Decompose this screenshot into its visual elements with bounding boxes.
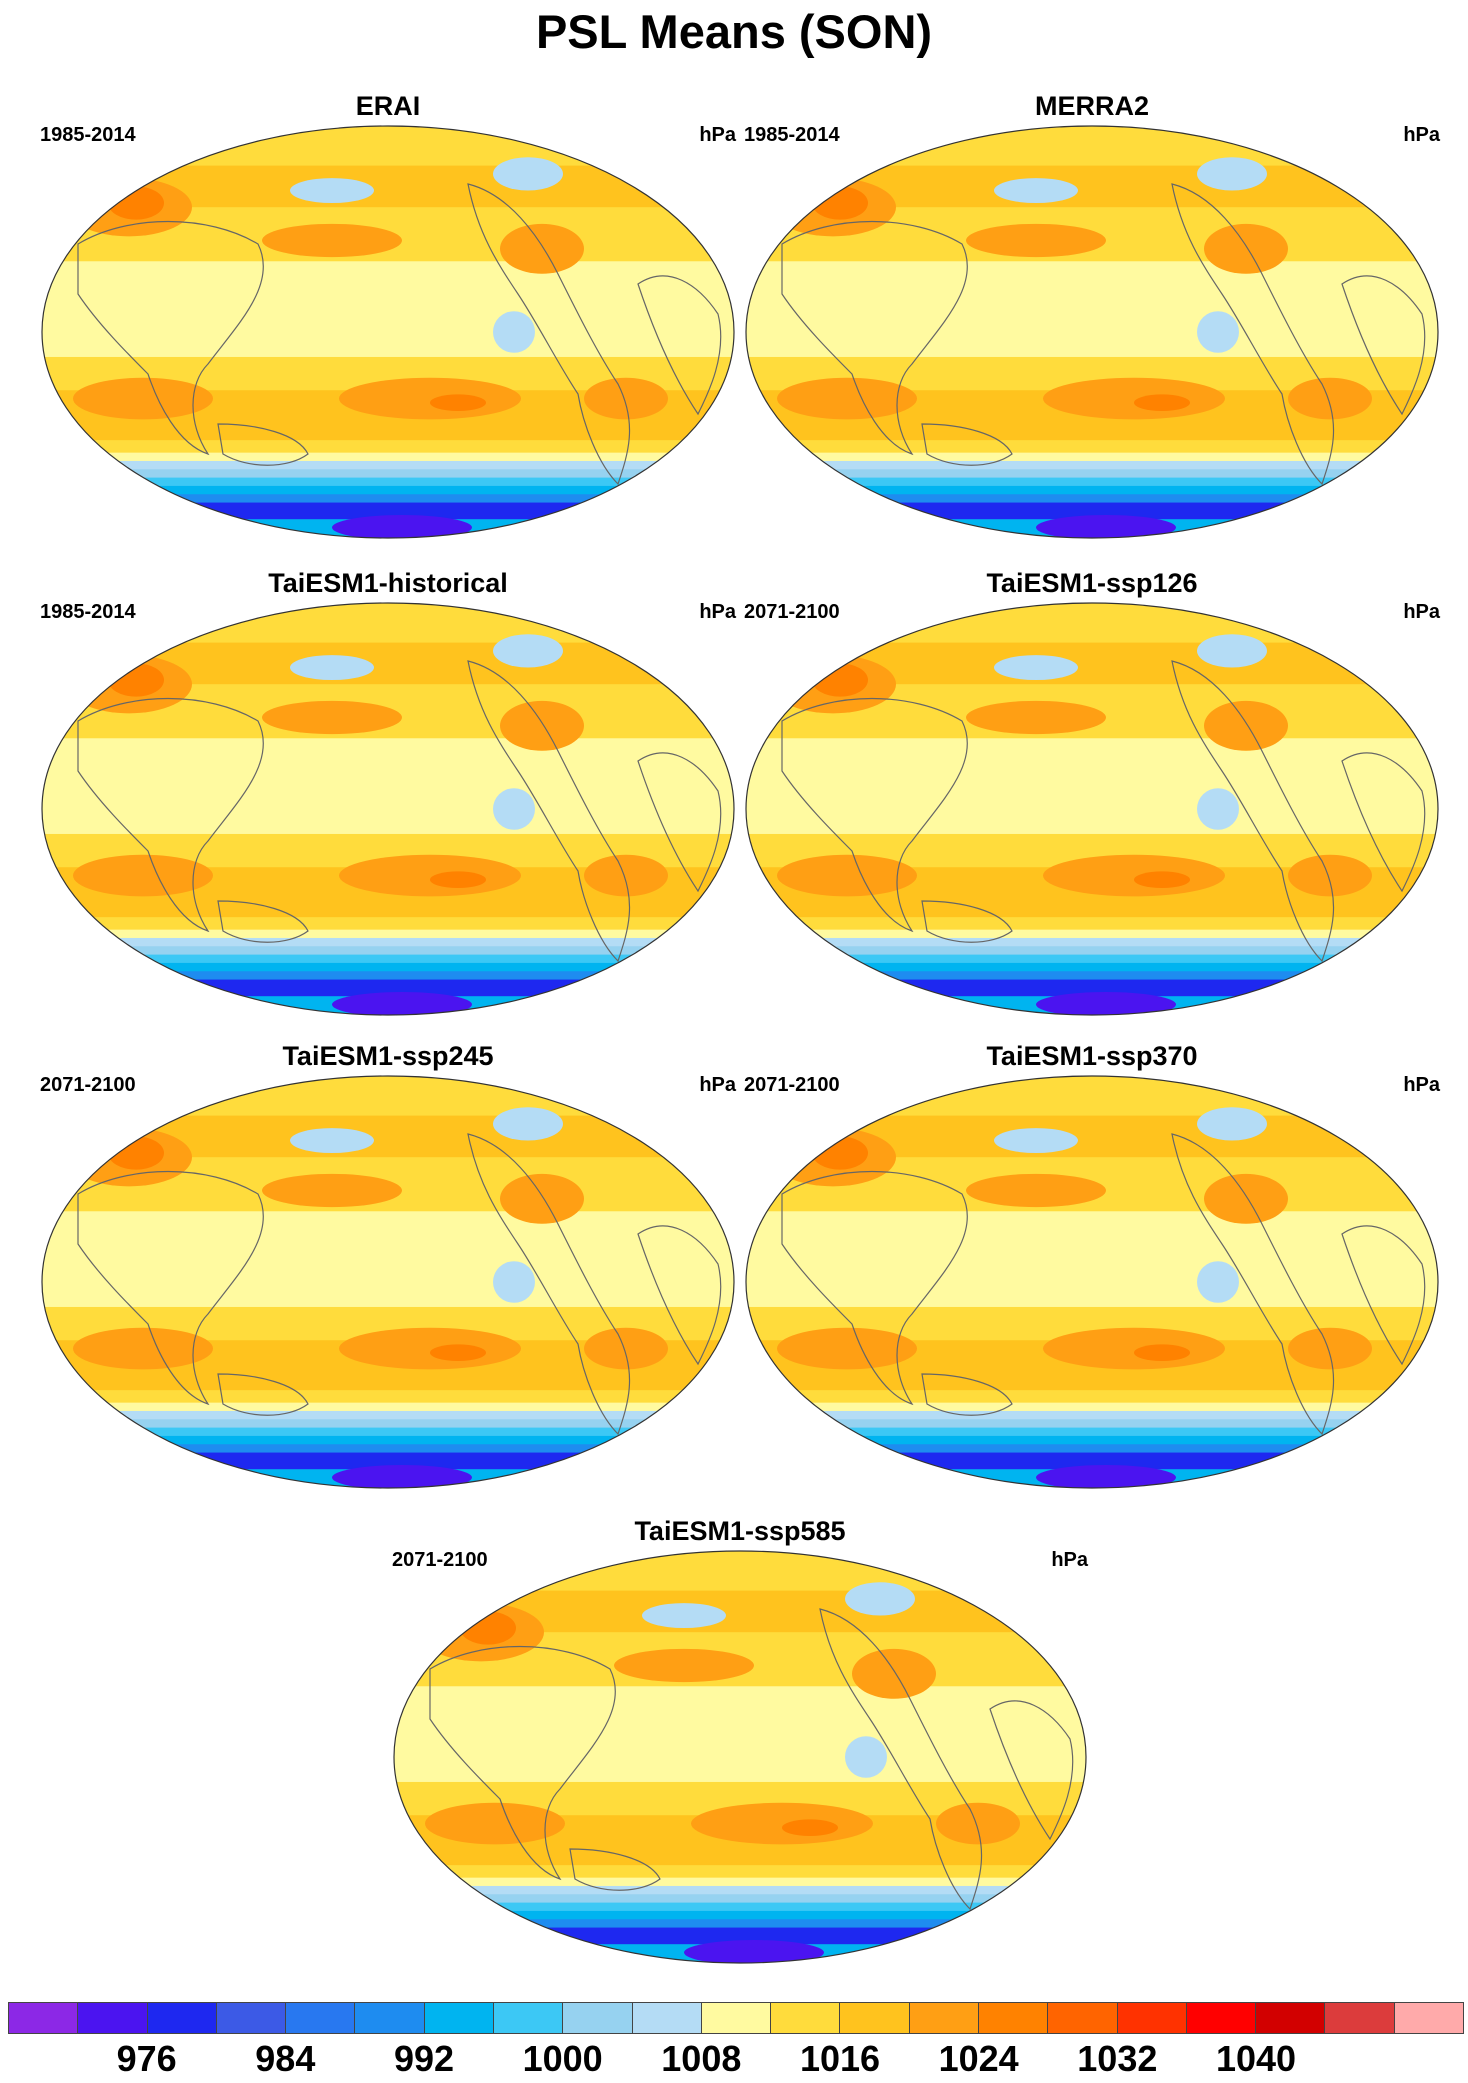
map-panel: TaiESM1-ssp126 2071-2100 hPa [742, 567, 1442, 1017]
colorbar-swatch [1117, 2003, 1187, 2033]
map-panel: TaiESM1-ssp245 2071-2100 hPa [38, 1040, 738, 1490]
psl-map [41, 125, 735, 539]
map-panel: MERRA2 1985-2014 hPa [742, 90, 1442, 540]
colorbar-swatch [840, 2003, 910, 2033]
panel-title: TaiESM1-ssp126 [986, 568, 1198, 598]
colorbar-swatch [1186, 2003, 1257, 2033]
panel-period: 1985-2014 [40, 124, 136, 146]
colorbar-swatch [978, 2003, 1049, 2033]
colorbar: 976 984 992 1000 1008 1016 1024 1032 1040 [8, 2002, 1464, 2079]
colorbar-swatch [216, 2003, 287, 2033]
panel-period: 1985-2014 [40, 601, 136, 623]
colorbar-swatch [78, 2003, 148, 2033]
colorbar-tick-label: 984 [255, 2038, 316, 2079]
panel-title: ERAI [355, 91, 421, 121]
colorbar-swatch [563, 2003, 633, 2033]
panel-period: 1985-2014 [744, 124, 840, 146]
panel-period: 2071-2100 [744, 601, 840, 623]
panel-units: hPa [699, 1074, 736, 1096]
panel-title: TaiESM1-ssp245 [282, 1041, 494, 1071]
colorbar-tick-label: 992 [393, 2038, 455, 2079]
panel-title: TaiESM1-historical [268, 568, 508, 598]
panel-units: hPa [1403, 1074, 1440, 1096]
panel-units: hPa [699, 601, 736, 623]
map-panel: TaiESM1-historical 1985-2014 hPa [38, 567, 738, 1017]
colorbar-swatch [632, 2003, 702, 2033]
colorbar-tick-label: 1000 [522, 2038, 603, 2079]
map-panel: ERAI 1985-2014 hPa [38, 90, 738, 540]
colorbar-swatch [1394, 2003, 1463, 2033]
colorbar-swatch [1256, 2003, 1326, 2033]
colorbar-boxes [8, 2002, 1464, 2034]
psl-map [745, 1075, 1439, 1489]
psl-map [393, 1550, 1087, 1964]
panel-title: TaiESM1-ssp370 [986, 1041, 1198, 1071]
map-panel: TaiESM1-ssp370 2071-2100 hPa [742, 1040, 1442, 1490]
colorbar-tick-label: 1016 [799, 2038, 881, 2079]
figure-title: PSL Means (SON) [535, 5, 933, 58]
colorbar-tick-label: 1008 [661, 2038, 742, 2079]
colorbar-swatch [493, 2003, 564, 2033]
panel-title: MERRA2 [1034, 91, 1149, 121]
psl-map [745, 125, 1439, 539]
colorbar-swatch [9, 2003, 79, 2033]
colorbar-swatch [771, 2003, 841, 2033]
colorbar-tick-label: 1024 [938, 2038, 1019, 2079]
colorbar-swatch [147, 2003, 217, 2033]
colorbar-swatch [1048, 2003, 1118, 2033]
panel-period: 2071-2100 [392, 1549, 488, 1571]
colorbar-swatch [286, 2003, 356, 2033]
psl-map [41, 1075, 735, 1489]
colorbar-swatch [1325, 2003, 1395, 2033]
psl-map [745, 602, 1439, 1016]
colorbar-tick-label: 976 [116, 2038, 177, 2079]
psl-map [41, 602, 735, 1016]
colorbar-swatch [701, 2003, 772, 2033]
panel-units: hPa [1051, 1549, 1088, 1571]
colorbar-tick-label: 1040 [1215, 2038, 1297, 2079]
panel-title: TaiESM1-ssp585 [634, 1516, 846, 1546]
panel-units: hPa [1403, 124, 1440, 146]
panel-units: hPa [1403, 601, 1440, 623]
panel-units: hPa [699, 124, 736, 146]
map-panel: TaiESM1-ssp585 2071-2100 hPa [390, 1515, 1090, 1965]
panel-period: 2071-2100 [744, 1074, 840, 1096]
colorbar-swatch [424, 2003, 494, 2033]
colorbar-swatch [909, 2003, 979, 2033]
colorbar-swatch [355, 2003, 425, 2033]
panel-period: 2071-2100 [40, 1074, 136, 1096]
colorbar-tick-label: 1032 [1077, 2038, 1158, 2079]
